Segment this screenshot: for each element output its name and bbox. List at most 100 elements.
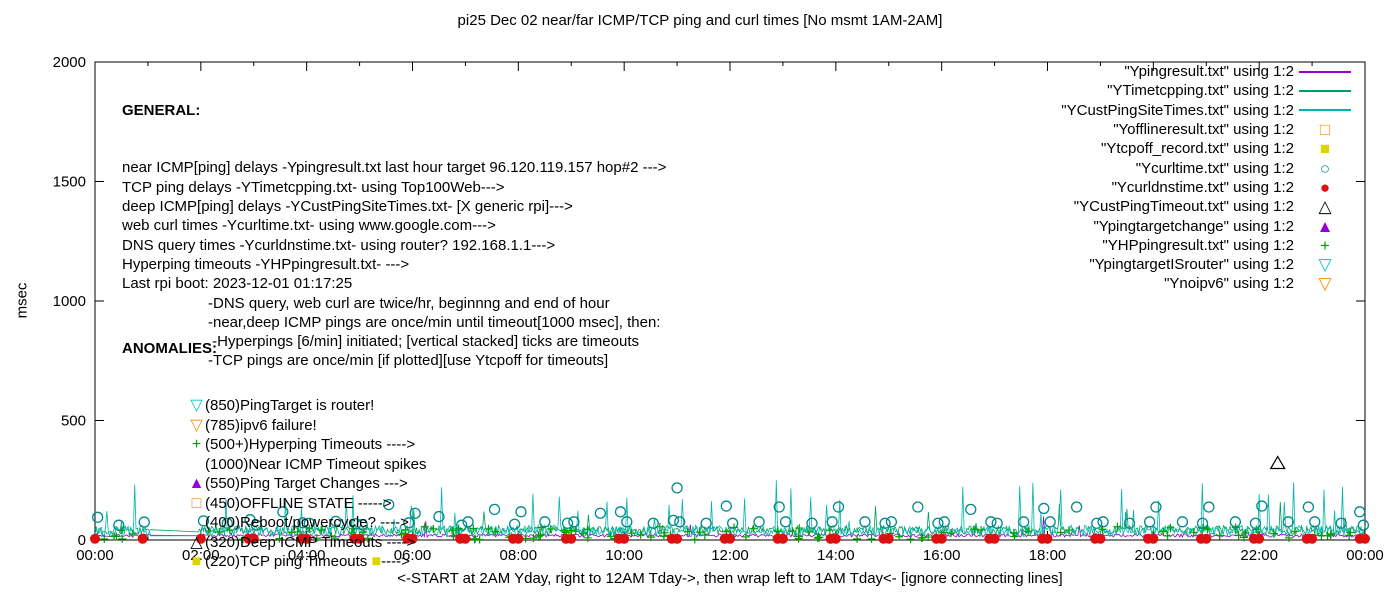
general-header: GENERAL: bbox=[122, 101, 201, 119]
hyperping-plus-marker bbox=[683, 527, 692, 536]
dns-time-marker bbox=[936, 533, 947, 544]
curl-time-marker bbox=[1309, 516, 1321, 528]
legend-label: "Ypingresult.txt" using 1:2 bbox=[1124, 63, 1294, 81]
hyperping-plus-marker bbox=[1326, 530, 1335, 539]
curl-time-marker bbox=[91, 511, 104, 523]
curl-time-marker bbox=[726, 517, 739, 529]
dns-time-marker bbox=[248, 533, 259, 544]
legend-line-sample bbox=[1294, 109, 1356, 112]
dns-time-marker bbox=[725, 533, 735, 544]
hyperping-plus-marker bbox=[397, 530, 406, 539]
curl-time-marker bbox=[113, 519, 125, 531]
x-tick-label: 04:00 bbox=[288, 547, 326, 564]
anomaly-text: (450)OFFLINE STATE -----> bbox=[205, 494, 392, 512]
hyperping-plus-marker bbox=[895, 532, 904, 541]
curl-time-marker bbox=[433, 510, 445, 523]
legend-marker-icon: ■ bbox=[1319, 139, 1331, 159]
x-tick-label: 18:00 bbox=[1029, 547, 1067, 564]
chart-title: pi25 Dec 02 near/far ICMP/TCP ping and c… bbox=[457, 12, 943, 29]
hyperping-plus-marker bbox=[924, 533, 933, 542]
hyperping-plus-marker bbox=[825, 526, 834, 535]
dns-time-marker bbox=[90, 533, 100, 544]
hyperping-plus-marker bbox=[636, 530, 645, 539]
legend-entry: "Ynoipv6" using 1:2 ▽ bbox=[1061, 274, 1356, 293]
hyperping-plus-marker bbox=[469, 524, 478, 533]
hyperping-plus-marker bbox=[449, 531, 458, 540]
anomaly-marker-icon: ▲ bbox=[188, 475, 205, 493]
hyperping-plus-marker bbox=[749, 524, 758, 533]
hyperping-plus-marker bbox=[420, 522, 429, 531]
anomaly-marker-icon: ▽ bbox=[190, 416, 203, 434]
hyperping-plus-marker bbox=[660, 528, 669, 537]
hyperping-plus-marker bbox=[583, 525, 592, 534]
x-tick-label: 14:00 bbox=[817, 547, 855, 564]
anomaly-text: (550)Ping Target Changes ---> bbox=[205, 475, 408, 493]
curl-time-marker bbox=[1249, 517, 1262, 529]
legend-marker-icon: △ bbox=[1318, 197, 1332, 217]
general-line: near ICMP[ping] delays -Ypingresult.txt … bbox=[122, 159, 667, 177]
x-tick-label: 00:00 bbox=[76, 547, 114, 564]
general-line: Hyperping timeouts -YHPpingresult.txt- -… bbox=[122, 255, 410, 273]
hyperping-plus-marker bbox=[917, 534, 926, 543]
general-line: -near,deep ICMP pings are once/min until… bbox=[208, 313, 661, 331]
hyperping-plus-marker bbox=[529, 534, 538, 543]
curl-time-marker bbox=[197, 515, 210, 527]
curl-time-marker bbox=[383, 498, 395, 511]
general-line: -DNS query, web curl are twice/hr, begin… bbox=[208, 294, 610, 312]
legend-marker-icon: + bbox=[1320, 235, 1330, 255]
legend-label: "YpingtargetISrouter" using 1:2 bbox=[1089, 256, 1294, 274]
dns-time-marker bbox=[672, 533, 683, 544]
curl-time-marker bbox=[456, 519, 468, 531]
curl-time-marker bbox=[1044, 516, 1056, 528]
hyperping-plus-marker bbox=[1203, 525, 1212, 534]
hyperping-plus-marker bbox=[110, 532, 119, 541]
curl-time-marker bbox=[508, 518, 521, 530]
dns-time-marker bbox=[989, 533, 1000, 544]
curl-time-marker bbox=[700, 517, 712, 529]
hyperping-plus-marker bbox=[1234, 531, 1243, 540]
legend-marker-icon: □ bbox=[1319, 120, 1331, 140]
curl-time-marker bbox=[1354, 506, 1366, 518]
hyperping-plus-marker bbox=[118, 534, 127, 543]
anomaly-item: ▲ (550)Ping Target Changes ---> bbox=[188, 474, 426, 494]
hyperping-plus-marker bbox=[788, 527, 797, 536]
curl-time-marker bbox=[965, 503, 977, 516]
anomaly-text: (220)TCP ping Timeouts bbox=[205, 553, 372, 571]
anomaly-item: (400)Reboot/powercycle? ----> bbox=[188, 513, 426, 533]
hyperping-plus-marker bbox=[1010, 532, 1019, 541]
legend-label: "YHPpingresult.txt" using 1:2 bbox=[1102, 236, 1294, 254]
curl-time-marker bbox=[515, 506, 527, 518]
anomaly-item: □ (450)OFFLINE STATE -----> bbox=[188, 494, 426, 514]
curl-time-marker bbox=[1038, 502, 1050, 515]
hyperping-plus-marker bbox=[1317, 531, 1326, 540]
hyperping-plus-marker bbox=[1241, 528, 1250, 537]
curl-time-marker bbox=[539, 516, 551, 528]
hyperping-plus-marker bbox=[204, 526, 213, 535]
hyperping-plus-marker bbox=[293, 527, 302, 536]
dns-time-marker bbox=[1307, 533, 1318, 544]
general-line: Last rpi boot: 2023-12-01 01:17:25 bbox=[122, 275, 353, 293]
curl-time-marker bbox=[938, 516, 950, 528]
y-tick-label: 1500 bbox=[53, 174, 86, 191]
legend-label: "Ynoipv6" using 1:2 bbox=[1164, 275, 1294, 293]
curl-time-marker bbox=[594, 507, 607, 519]
hyperping-plus-marker bbox=[1284, 533, 1293, 542]
dns-time-marker bbox=[137, 533, 148, 544]
curl-time-marker bbox=[647, 517, 659, 529]
hyperping-plus-marker bbox=[627, 529, 636, 538]
legend-label: "YCustPingSiteTimes.txt" using 1:2 bbox=[1061, 101, 1294, 119]
dns-time-marker bbox=[407, 533, 418, 544]
curl-time-marker bbox=[350, 518, 362, 530]
curl-time-marker bbox=[885, 516, 898, 528]
x-tick-label: 10:00 bbox=[605, 547, 643, 564]
legend-label: "YTimetcpping.txt" using 1:2 bbox=[1107, 82, 1294, 100]
hyperping-plus-marker bbox=[1159, 527, 1168, 536]
curl-time-marker bbox=[403, 517, 415, 529]
legend-label: "Ytcpoff_record.txt" using 1:2 bbox=[1101, 140, 1294, 158]
curl-time-marker bbox=[221, 517, 233, 529]
hyperping-plus-marker bbox=[471, 534, 480, 543]
hyperping-plus-marker bbox=[977, 525, 986, 534]
dns-time-marker bbox=[1042, 533, 1053, 544]
hyperping-plus-marker bbox=[690, 535, 699, 544]
dns-time-marker bbox=[777, 533, 788, 544]
